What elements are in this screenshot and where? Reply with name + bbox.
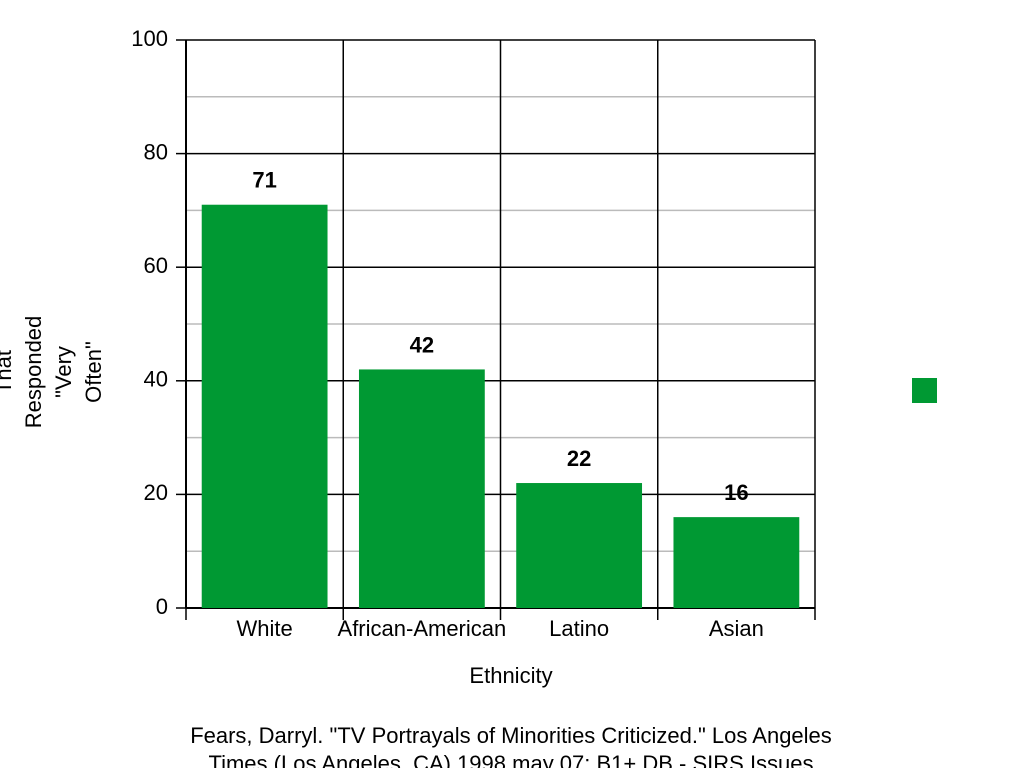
value-label: 42 — [410, 332, 434, 357]
legend-swatch — [912, 378, 937, 403]
y-tick-label: 60 — [144, 253, 168, 278]
x-tick-label: African-American — [338, 616, 507, 641]
y-tick-label: 80 — [144, 139, 168, 164]
y-axis-title: That — [0, 350, 16, 394]
bar — [673, 517, 800, 608]
y-tick-label: 0 — [156, 594, 168, 619]
value-label: 71 — [252, 168, 276, 193]
source-text: Times (Los Angeles, CA) 1998 may 07: B1+… — [208, 751, 813, 768]
x-axis-title: Ethnicity — [469, 663, 552, 688]
bar — [201, 204, 328, 608]
value-label: 16 — [724, 480, 748, 505]
bar — [516, 483, 643, 608]
x-tick-label: Asian — [709, 616, 764, 641]
source-text: Fears, Darryl. "TV Portrayals of Minorit… — [190, 723, 832, 748]
y-tick-label: 20 — [144, 480, 168, 505]
y-axis-title: "Very — [51, 346, 76, 398]
y-tick-label: 100 — [131, 26, 168, 51]
x-tick-label: Latino — [549, 616, 609, 641]
y-axis-title: Responded — [21, 316, 46, 429]
y-axis-title: Often" — [81, 341, 106, 403]
x-tick-label: White — [237, 616, 293, 641]
bar — [358, 369, 485, 608]
y-tick-label: 40 — [144, 367, 168, 392]
value-label: 22 — [567, 446, 591, 471]
